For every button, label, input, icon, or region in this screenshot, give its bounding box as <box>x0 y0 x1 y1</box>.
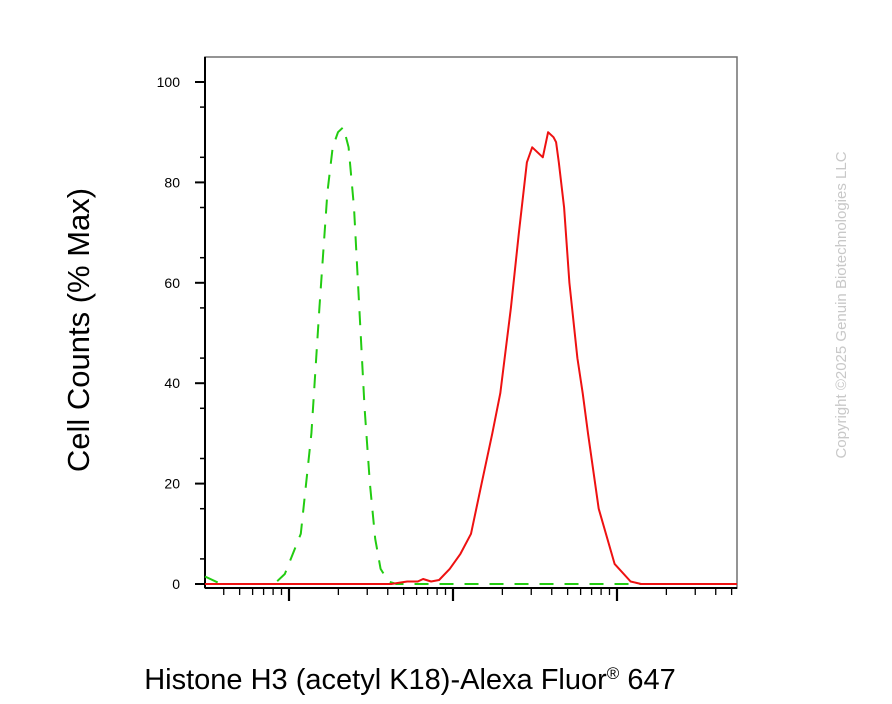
y-tick-label-100: 100 <box>157 74 181 90</box>
series-group <box>204 126 737 585</box>
y-tick-label-80: 80 <box>164 174 180 190</box>
x-axis-label-superscript: ® <box>607 664 620 683</box>
x-ticks <box>223 588 733 601</box>
y-axis-label: Cell Counts (% Max) <box>61 188 96 472</box>
x-axis-label-main: Histone H3 (acetyl K18)-Alexa Fluor <box>144 664 607 696</box>
y-ticks: 0 20 40 60 80 100 <box>157 74 205 592</box>
y-minor-ticks <box>200 106 205 560</box>
series-line-0 <box>204 126 737 585</box>
y-tick-label-40: 40 <box>164 375 180 391</box>
y-tick-label-0: 0 <box>172 576 180 592</box>
x-axis-label-suffix: 647 <box>619 664 675 696</box>
y-tick-label-60: 60 <box>164 275 180 291</box>
x-axis-label: Histone H3 (acetyl K18)-Alexa Fluor® 647 <box>144 664 676 696</box>
plot-frame <box>204 56 738 589</box>
y-tick-label-20: 20 <box>164 476 180 492</box>
copyright-watermark: Copyright ©2025 Genuin Biotechnologies L… <box>833 151 850 458</box>
series-line-1 <box>205 131 737 585</box>
